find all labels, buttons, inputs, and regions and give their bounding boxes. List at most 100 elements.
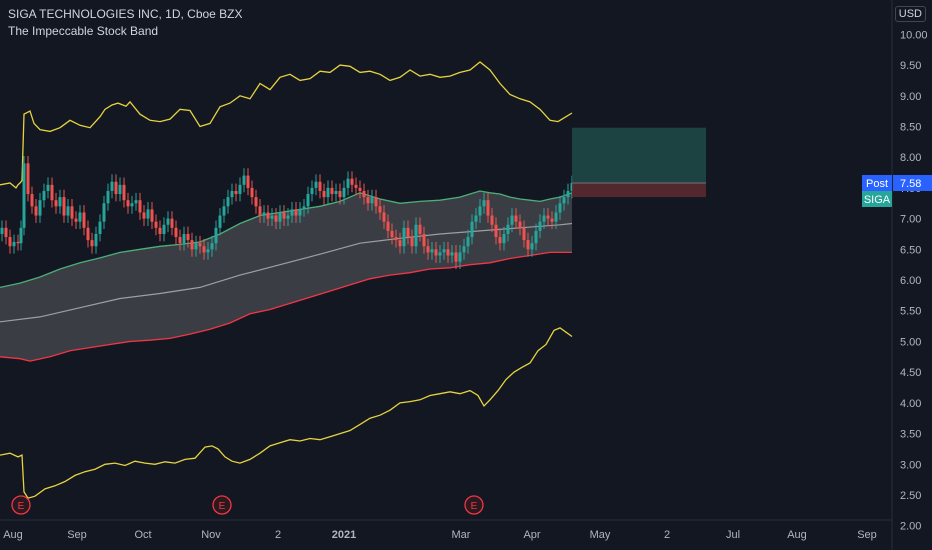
candle xyxy=(12,234,16,254)
x-tick-label: Sep xyxy=(67,529,87,541)
x-tick-label: Jul xyxy=(726,529,740,541)
candle xyxy=(174,220,178,245)
post-tag xyxy=(862,174,892,191)
candle xyxy=(194,235,198,257)
y-tick-label: 7.00 xyxy=(900,214,921,226)
y-tick-label: 9.50 xyxy=(900,60,921,72)
candle xyxy=(518,214,522,236)
candle xyxy=(350,171,354,193)
candle xyxy=(234,183,238,202)
candle xyxy=(42,183,46,208)
y-tick-label: 10.00 xyxy=(900,29,928,41)
candle xyxy=(46,177,50,199)
candle xyxy=(178,229,182,251)
candle xyxy=(318,174,322,199)
outer-lower-line xyxy=(0,327,573,499)
y-tick-label: 8.00 xyxy=(900,152,921,164)
candle xyxy=(218,208,222,236)
lower-band-line xyxy=(0,251,572,362)
target-zone xyxy=(572,127,706,183)
candle xyxy=(286,208,290,226)
candle xyxy=(562,189,566,211)
candle xyxy=(342,180,346,205)
candle xyxy=(106,183,110,211)
candle xyxy=(390,223,394,245)
candle xyxy=(70,198,74,226)
symbol-title[interactable]: SIGA TECHNOLOGIES INC, 1D, Cboe BZX xyxy=(8,7,243,21)
candle xyxy=(566,183,570,205)
y-tick-label: 3.50 xyxy=(900,429,921,441)
candle xyxy=(226,189,230,214)
earnings-marker-label: E xyxy=(471,501,478,512)
candle xyxy=(494,217,498,245)
post-price-value: 7.58 xyxy=(900,178,921,190)
candle xyxy=(302,198,306,217)
candle xyxy=(538,214,542,239)
candle xyxy=(214,220,218,251)
candle xyxy=(278,205,282,230)
candle xyxy=(282,205,286,226)
candle xyxy=(310,180,314,202)
candle xyxy=(374,189,378,214)
candle xyxy=(406,220,410,245)
x-tick-label: 2 xyxy=(664,529,670,541)
candle xyxy=(19,220,23,251)
candle xyxy=(486,192,490,223)
candle xyxy=(170,211,174,236)
stop-zone xyxy=(572,182,706,198)
candle xyxy=(526,232,530,257)
candle xyxy=(38,192,42,223)
candle xyxy=(66,198,70,223)
y-tick-label: 2.00 xyxy=(900,521,921,533)
candle xyxy=(522,220,526,248)
earnings-marker xyxy=(11,495,31,515)
candle xyxy=(410,229,414,254)
candle xyxy=(26,155,30,202)
candle xyxy=(334,183,338,202)
x-tick-label: Aug xyxy=(3,529,23,541)
x-tick-label: Nov xyxy=(201,529,221,541)
y-tick-label: 8.50 xyxy=(900,121,921,133)
candle xyxy=(386,214,390,239)
candle xyxy=(378,198,382,220)
candle xyxy=(230,183,234,205)
earnings-marker xyxy=(212,495,232,515)
candle xyxy=(250,180,254,205)
candle xyxy=(198,235,202,254)
candle xyxy=(254,189,258,214)
y-tick-label: 5.50 xyxy=(900,306,921,318)
candle xyxy=(90,232,94,254)
post-price-tag xyxy=(893,174,932,191)
candle xyxy=(446,241,450,263)
candle xyxy=(98,214,102,242)
candle xyxy=(86,220,90,248)
candle xyxy=(474,208,478,230)
candle xyxy=(54,192,58,214)
candle xyxy=(138,192,142,220)
candle xyxy=(270,208,274,226)
candle xyxy=(186,226,190,248)
indicator-name[interactable]: The Impeccable Stock Band xyxy=(8,24,159,38)
candle xyxy=(306,186,310,214)
candle xyxy=(442,241,446,260)
candle xyxy=(294,202,298,223)
candle xyxy=(506,217,510,242)
y-tick-label: 5.00 xyxy=(900,336,921,348)
candle xyxy=(550,211,554,230)
x-tick-label: Sep xyxy=(857,529,877,541)
candle xyxy=(454,245,458,269)
candle xyxy=(16,234,20,251)
candle xyxy=(242,168,246,193)
candle xyxy=(482,192,486,214)
candle xyxy=(130,195,134,214)
earnings-marker-label: E xyxy=(219,501,226,512)
candle xyxy=(134,192,138,211)
candle xyxy=(202,238,206,260)
currency-label[interactable]: USD xyxy=(894,6,926,22)
candle xyxy=(150,202,154,230)
siga-tag xyxy=(862,190,892,207)
candle xyxy=(274,208,278,230)
candle xyxy=(182,226,186,251)
post-tag-label: Post xyxy=(866,178,888,190)
